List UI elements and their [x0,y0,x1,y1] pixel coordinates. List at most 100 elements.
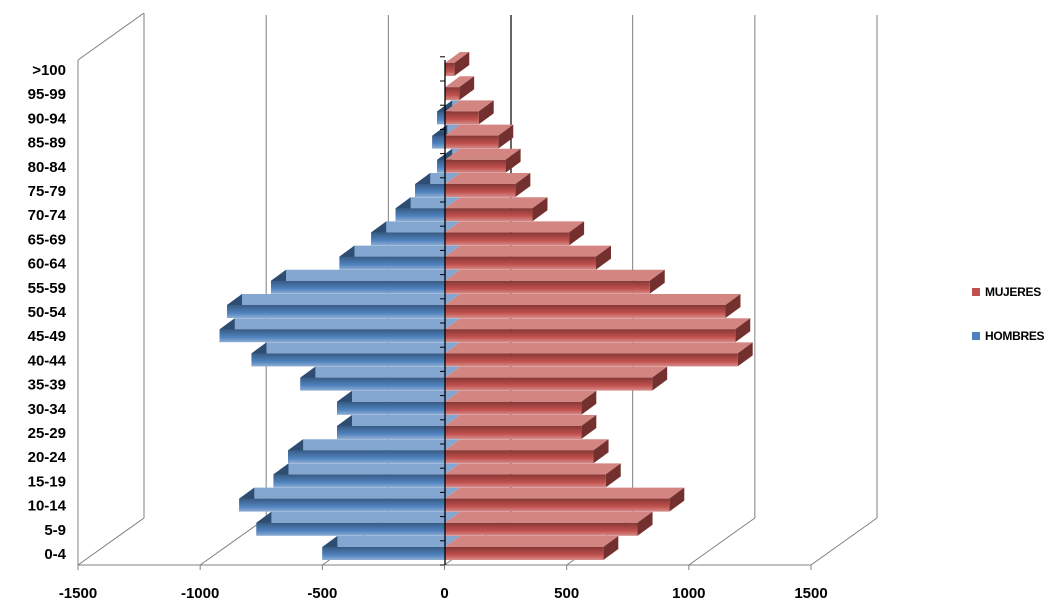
bar-mujeres->100 [445,52,469,76]
y-tick-label: 0-4 [44,546,66,563]
bar-front-face [371,232,445,245]
bars [220,52,753,560]
y-tick-label: 10-14 [28,498,67,515]
bar-top-face [445,488,684,499]
bar-front-face [445,474,606,487]
bar-mujeres-70-74 [445,197,547,221]
gridline-floor [811,518,877,565]
bar-mujeres-45-49 [445,318,750,342]
x-tick-label: 0 [440,585,448,602]
bar-hombres-20-24 [288,439,460,463]
bar-top-face [445,463,621,474]
y-tick-label: 45-49 [28,328,66,345]
y-tick-label: 75-79 [28,183,66,200]
bar-front-face [445,402,581,415]
bar-hombres-10-14 [239,488,460,512]
bar-mujeres-80-84 [445,149,521,173]
bar-top-face [445,270,665,281]
bar-mujeres-10-14 [445,488,684,512]
bar-top-face [445,512,653,523]
bar-mujeres-75-79 [445,173,530,197]
bar-top-face [288,439,460,450]
bar-front-face [445,305,725,318]
bar-mujeres-85-89 [445,125,513,149]
bar-front-face [445,160,506,173]
bar-front-face [288,450,445,463]
y-tick-label: 70-74 [28,207,67,224]
bar-front-face [445,136,498,149]
bar-top-face [445,318,750,329]
x-tick-label: 1500 [794,585,827,602]
bar-hombres-60-64 [339,246,460,270]
bar-top-face [337,391,460,402]
legend-item-mujeres: MUJERES [972,285,1041,299]
bar-top-face [445,246,611,257]
x-tick-label: -1000 [181,585,219,602]
y-tick-label: 35-39 [28,377,66,394]
bar-front-face [271,281,445,294]
bar-mujeres-95-99 [445,76,474,100]
bar-front-face [300,378,445,391]
bar-mujeres-40-44 [445,342,753,366]
bar-front-face [415,184,445,197]
bar-hombres-40-44 [251,342,460,366]
bar-top-face [256,512,460,523]
left-wall-top-edge [78,13,144,60]
bar-top-face [322,536,460,547]
y-tick-label: 85-89 [28,135,66,152]
bar-mujeres-20-24 [445,439,609,463]
legend-label: MUJERES [985,285,1041,299]
y-tick-label: 20-24 [28,449,67,466]
y-tick-label: >100 [32,62,66,79]
bar-front-face [396,208,445,221]
bar-front-face [445,87,459,100]
bar-mujeres-60-64 [445,246,611,270]
bar-front-face [337,426,445,439]
bar-hombres-50-54 [227,294,460,318]
bar-top-face [445,415,596,426]
bar-front-face [445,63,454,76]
bar-front-face [445,547,603,560]
y-tick-label: 80-84 [28,159,67,176]
bar-front-face [437,160,445,173]
bar-front-face [227,305,445,318]
bar-front-face [437,111,445,124]
bar-front-face [445,111,479,124]
bar-front-face [445,208,532,221]
bar-front-face [445,523,638,536]
gridline-floor [78,518,144,565]
bar-top-face [445,173,530,184]
bar-front-face [239,499,445,512]
bar-top-face [227,294,460,305]
bar-front-face [445,281,650,294]
x-tick-label: -500 [307,585,337,602]
bar-mujeres-55-59 [445,270,665,294]
y-tick-label: 40-44 [28,352,67,369]
bar-top-face [445,536,618,547]
y-tick-label: 15-19 [28,473,66,490]
x-tick-labels: -1500 -1000 -500 0 500 1000 1500 [59,585,828,602]
bar-top-face [445,367,667,378]
bar-hombres-55-59 [271,270,460,294]
bar-mujeres-35-39 [445,367,667,391]
bar-mujeres-25-29 [445,415,596,439]
bar-top-face [445,439,609,450]
legend-item-hombres: HOMBRES [972,329,1045,343]
bar-top-face [271,270,460,281]
bar-mujeres-5-9 [445,512,653,536]
y-tick-labels: 0-45-910-1415-1920-2425-2930-3435-3940-4… [28,62,67,563]
bar-front-face [445,184,515,197]
gridline-floor [200,518,266,565]
bar-top-face [445,197,547,208]
bar-hombres-35-39 [300,367,460,391]
legend: MUJERES HOMBRES [972,285,1045,343]
bar-hombres-25-29 [337,415,460,439]
bar-front-face [337,402,445,415]
bar-front-face [445,499,669,512]
bar-hombres-30-34 [337,391,460,415]
x-tick-label: 500 [554,585,579,602]
bar-hombres-15-19 [273,463,460,487]
bar-top-face [445,342,753,353]
